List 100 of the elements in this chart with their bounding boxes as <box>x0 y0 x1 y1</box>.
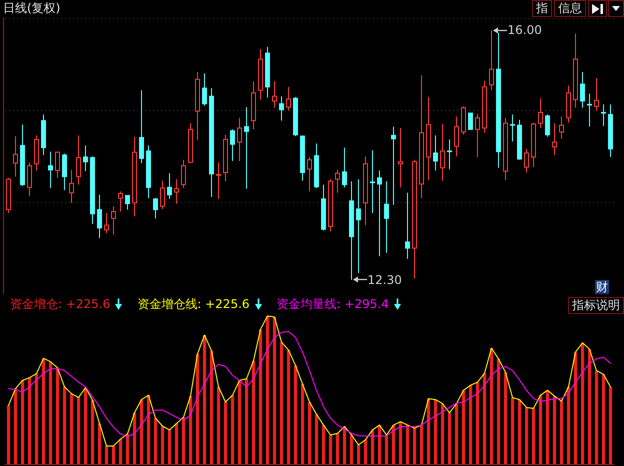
bar <box>602 374 606 464</box>
bar <box>160 426 164 464</box>
bar <box>560 401 564 464</box>
bar <box>112 446 116 464</box>
bar <box>434 400 438 464</box>
bar <box>588 349 592 464</box>
bar <box>62 386 66 464</box>
candlestick <box>139 90 144 164</box>
series-label: 资金均量线: +295.4 <box>276 297 389 311</box>
bar <box>454 404 458 464</box>
candlestick <box>496 32 501 168</box>
candlestick <box>335 169 340 194</box>
candlestick <box>454 116 459 157</box>
bar <box>244 378 248 464</box>
bar <box>56 368 60 464</box>
candlestick <box>587 93 592 128</box>
candlestick <box>300 134 305 182</box>
candlestick <box>62 153 67 191</box>
bar <box>48 362 52 464</box>
bar <box>608 387 612 464</box>
bar <box>70 394 74 464</box>
candlestick <box>594 78 599 111</box>
bar <box>398 422 402 464</box>
bar <box>370 430 374 464</box>
bar <box>448 412 452 464</box>
bar <box>202 335 206 464</box>
bar <box>34 374 38 464</box>
candlestick <box>48 151 53 189</box>
bar <box>146 395 150 464</box>
bar <box>392 425 396 464</box>
bar <box>308 402 312 464</box>
bar <box>468 385 472 464</box>
candlestick <box>566 84 571 124</box>
candlestick <box>608 104 613 158</box>
text: 资金增仓: +225.6 <box>10 297 110 311</box>
candlestick <box>90 156 95 224</box>
bar <box>188 396 192 464</box>
bar <box>42 358 46 464</box>
candlestick <box>195 71 200 141</box>
candlestick <box>27 162 32 197</box>
candlestick <box>307 156 312 192</box>
bar <box>286 350 290 464</box>
candlestick <box>6 177 11 214</box>
candlestick <box>153 198 158 219</box>
bar <box>272 317 276 464</box>
bar <box>98 423 102 464</box>
candlestick <box>538 98 543 128</box>
bar <box>462 390 466 464</box>
bar <box>182 417 186 464</box>
bar <box>174 423 178 464</box>
bar <box>294 365 298 464</box>
candlestick <box>461 106 466 136</box>
bar <box>364 440 368 464</box>
candlestick <box>349 180 354 280</box>
candlestick <box>552 122 557 156</box>
text: 信息 <box>554 0 586 17</box>
candlestick <box>426 96 431 180</box>
candlestick <box>244 106 249 190</box>
candlestick <box>412 159 417 279</box>
bar <box>496 358 500 464</box>
candlestick <box>265 46 270 98</box>
candlestick <box>83 145 88 172</box>
candlestick <box>419 74 424 199</box>
bar <box>168 430 172 464</box>
bar <box>412 428 416 464</box>
bar <box>518 400 522 464</box>
bar <box>216 386 220 464</box>
bar <box>426 398 430 464</box>
bar <box>300 384 304 464</box>
candlestick <box>482 80 487 134</box>
candlestick <box>13 136 18 178</box>
text: 指 <box>532 0 552 17</box>
bar <box>482 373 486 464</box>
bar <box>490 348 494 464</box>
bar <box>210 350 214 464</box>
bar <box>132 412 136 464</box>
bar <box>384 434 388 464</box>
candlestick <box>503 117 508 180</box>
candlestick <box>433 134 438 172</box>
candlestick <box>286 86 291 111</box>
candlestick <box>125 194 130 210</box>
bar <box>90 400 94 464</box>
candlestick <box>258 48 263 100</box>
bar <box>266 316 270 464</box>
bar <box>336 433 340 464</box>
candlestick <box>356 178 361 274</box>
candlestick <box>384 180 389 254</box>
bar <box>580 342 584 464</box>
candlestick <box>601 104 606 126</box>
bar <box>84 388 88 464</box>
candlestick <box>342 147 347 188</box>
candlestick <box>118 190 123 212</box>
bar <box>314 414 318 464</box>
candlestick <box>132 136 137 217</box>
bar <box>510 398 514 464</box>
bar <box>28 378 32 464</box>
candlestick <box>328 178 333 232</box>
bar <box>230 395 234 464</box>
candlestick <box>475 113 480 158</box>
candlestick <box>160 180 165 210</box>
